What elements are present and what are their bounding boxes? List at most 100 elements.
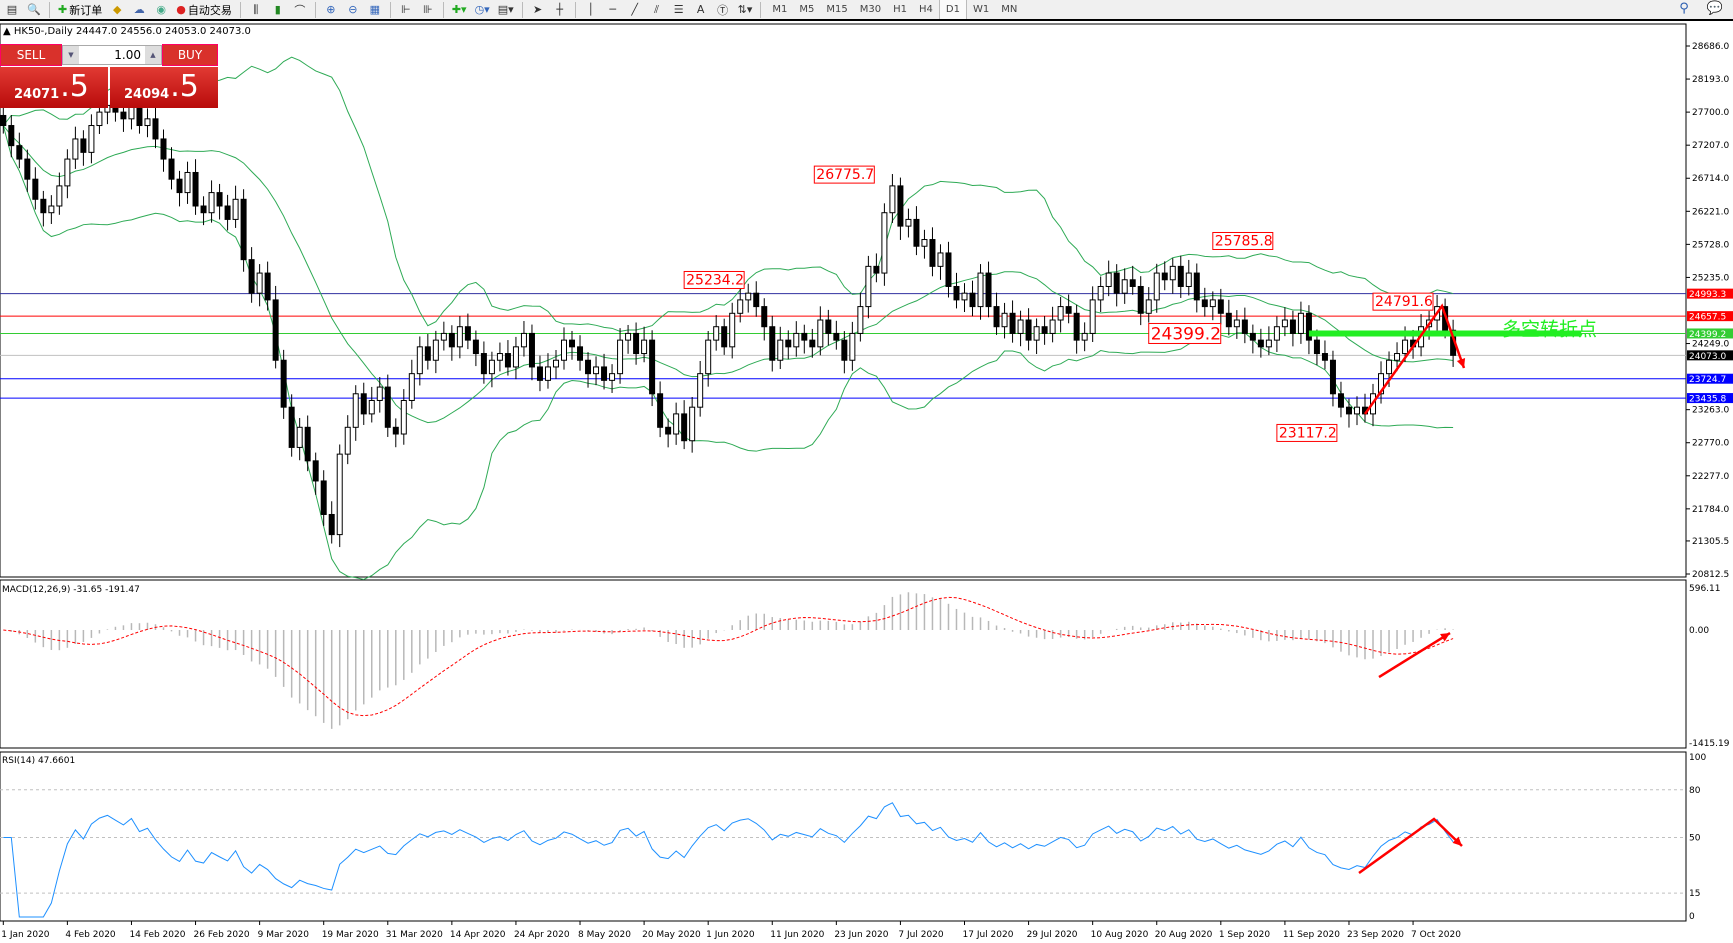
candle (705, 339, 712, 375)
right-tools: ⚲ 💬 (1679, 1, 1723, 16)
new-order-button[interactable]: ✚ 新订单 (55, 0, 105, 19)
candle (689, 406, 696, 442)
macd-arrow[interactable] (1378, 631, 1451, 679)
text-tool-icon[interactable]: A (696, 3, 705, 16)
horizontal-line-icon[interactable]: ─ (609, 3, 616, 16)
zoom-in-icon[interactable]: ⊕ (326, 3, 336, 16)
equidistant-channel-icon[interactable]: ⫽ (654, 2, 660, 16)
price-annotation-box[interactable] (1372, 292, 1434, 311)
price-tick-label: 26714.0 (1692, 174, 1729, 184)
candle (280, 359, 287, 408)
zoom-out-icon[interactable]: ⊖ (348, 3, 358, 16)
candle (464, 326, 471, 341)
candle (1378, 373, 1385, 395)
arrowhead-icon (1456, 358, 1466, 368)
timeframe-d1[interactable]: D1 (938, 0, 967, 19)
divider (239, 1, 241, 18)
timeframe-m30[interactable]: M30 (859, 4, 882, 15)
candle (160, 138, 167, 160)
timeframe-w1[interactable]: W1 (972, 4, 990, 15)
sell-price-button[interactable]: 24071.5 (0, 67, 108, 108)
candle (657, 393, 664, 428)
templates-icon[interactable]: ▤▾ (497, 3, 514, 16)
price-annotation-box[interactable] (683, 270, 745, 289)
search-icon[interactable]: ⚲ (1679, 1, 1689, 16)
tile-windows-icon[interactable]: ▦ (369, 3, 381, 16)
price-annotation-box[interactable] (813, 165, 875, 184)
candle (921, 239, 928, 247)
bar-chart-icon[interactable]: ⫼ (253, 2, 259, 16)
candle (569, 339, 576, 348)
price-tick-label: 24249.0 (1692, 340, 1729, 350)
candle (40, 198, 47, 214)
auto-trading-button[interactable]: ● 自动交易 (173, 0, 235, 19)
metaeditor-icon[interactable]: ◆ (112, 3, 122, 16)
rsi-arrow[interactable] (1358, 817, 1463, 875)
market-watch-icon[interactable]: ☁ (133, 3, 145, 16)
candlestick-icon[interactable]: ▮ (274, 3, 281, 16)
candle (961, 292, 968, 301)
arrowhead-icon (1452, 836, 1462, 846)
buy-price-button[interactable]: 24094.5 (110, 67, 218, 108)
date-label: 23 Sep 2020 (1347, 930, 1404, 940)
sell-price-pip: .5 (60, 69, 89, 104)
price-annotation-box[interactable] (1148, 322, 1222, 344)
price-arrow[interactable] (1363, 303, 1466, 415)
candle (360, 393, 367, 415)
candle (320, 480, 327, 515)
timeframe-m15[interactable]: M15 (826, 4, 848, 15)
bollinger-upper (2, 56, 1454, 332)
periods-clock-icon[interactable]: ◷▾ (474, 3, 490, 16)
signals-icon[interactable]: ◉ (156, 3, 167, 16)
navigator-icon[interactable]: 🔍 (27, 3, 41, 16)
candle (448, 332, 455, 348)
candle (1257, 339, 1264, 348)
line-chart-icon[interactable]: ⌒ (294, 3, 306, 17)
chat-icon[interactable]: 💬 (1706, 1, 1723, 16)
timeframe-h1[interactable]: H1 (893, 4, 907, 15)
price-annotation-box[interactable] (1276, 423, 1338, 442)
autoscroll-icon[interactable]: ⊩ (401, 3, 411, 16)
cursor-icon[interactable]: ➤ (533, 3, 543, 16)
trendline-icon[interactable]: ╱ (631, 3, 638, 16)
lot-size-value[interactable]: 1.00 (114, 48, 141, 62)
chart-shift-icon[interactable]: ⊪ (423, 3, 433, 16)
lot-decrease-icon[interactable]: ▼ (63, 46, 79, 64)
vertical-line-icon[interactable]: │ (587, 3, 594, 16)
indicators-icon[interactable]: ✚▾ (451, 3, 467, 16)
rsi-axis-label: 0 (1689, 912, 1695, 922)
rsi-label: RSI(14) 47.6601 (2, 756, 75, 766)
timeframe-m5[interactable]: M5 (799, 4, 815, 15)
candle (216, 192, 223, 207)
date-label: 11 Jun 2020 (770, 930, 824, 940)
candle (737, 299, 744, 314)
arrows-icon[interactable]: ⇅▾ (737, 3, 753, 16)
timeframe-mn[interactable]: MN (1001, 4, 1018, 15)
lot-size-field[interactable]: ▼ 1.00 ▲ (62, 45, 162, 65)
candle (376, 386, 383, 401)
one-click-trading-panel: SELL ▼ 1.00 ▲ BUY 24071.5 24094.5 (0, 44, 218, 108)
candle (440, 332, 447, 341)
buy-button[interactable]: BUY (162, 44, 218, 66)
new-chart-icon[interactable]: ▤ (6, 3, 18, 16)
candle (777, 339, 784, 361)
candle (1313, 339, 1320, 355)
candle (1337, 393, 1344, 408)
lot-increase-icon[interactable]: ▲ (145, 46, 161, 64)
crosshair-icon[interactable]: ┼ (556, 3, 563, 16)
candle (969, 292, 976, 308)
candle (857, 306, 864, 334)
price-annotation-box[interactable] (1212, 231, 1274, 250)
candle (1113, 272, 1120, 294)
candle (1233, 319, 1240, 328)
candle (400, 399, 407, 435)
price-tick-label: 20812.5 (1692, 570, 1729, 580)
timeframe-m1[interactable]: M1 (772, 4, 788, 15)
date-label: 26 Feb 2020 (194, 930, 250, 940)
timeframe-h4[interactable]: H4 (918, 4, 933, 15)
fibonacci-icon[interactable]: ☰ (673, 3, 684, 16)
sell-button[interactable]: SELL (0, 44, 62, 66)
text-label-icon[interactable]: Ⓣ (717, 3, 729, 17)
candle (1386, 359, 1393, 375)
